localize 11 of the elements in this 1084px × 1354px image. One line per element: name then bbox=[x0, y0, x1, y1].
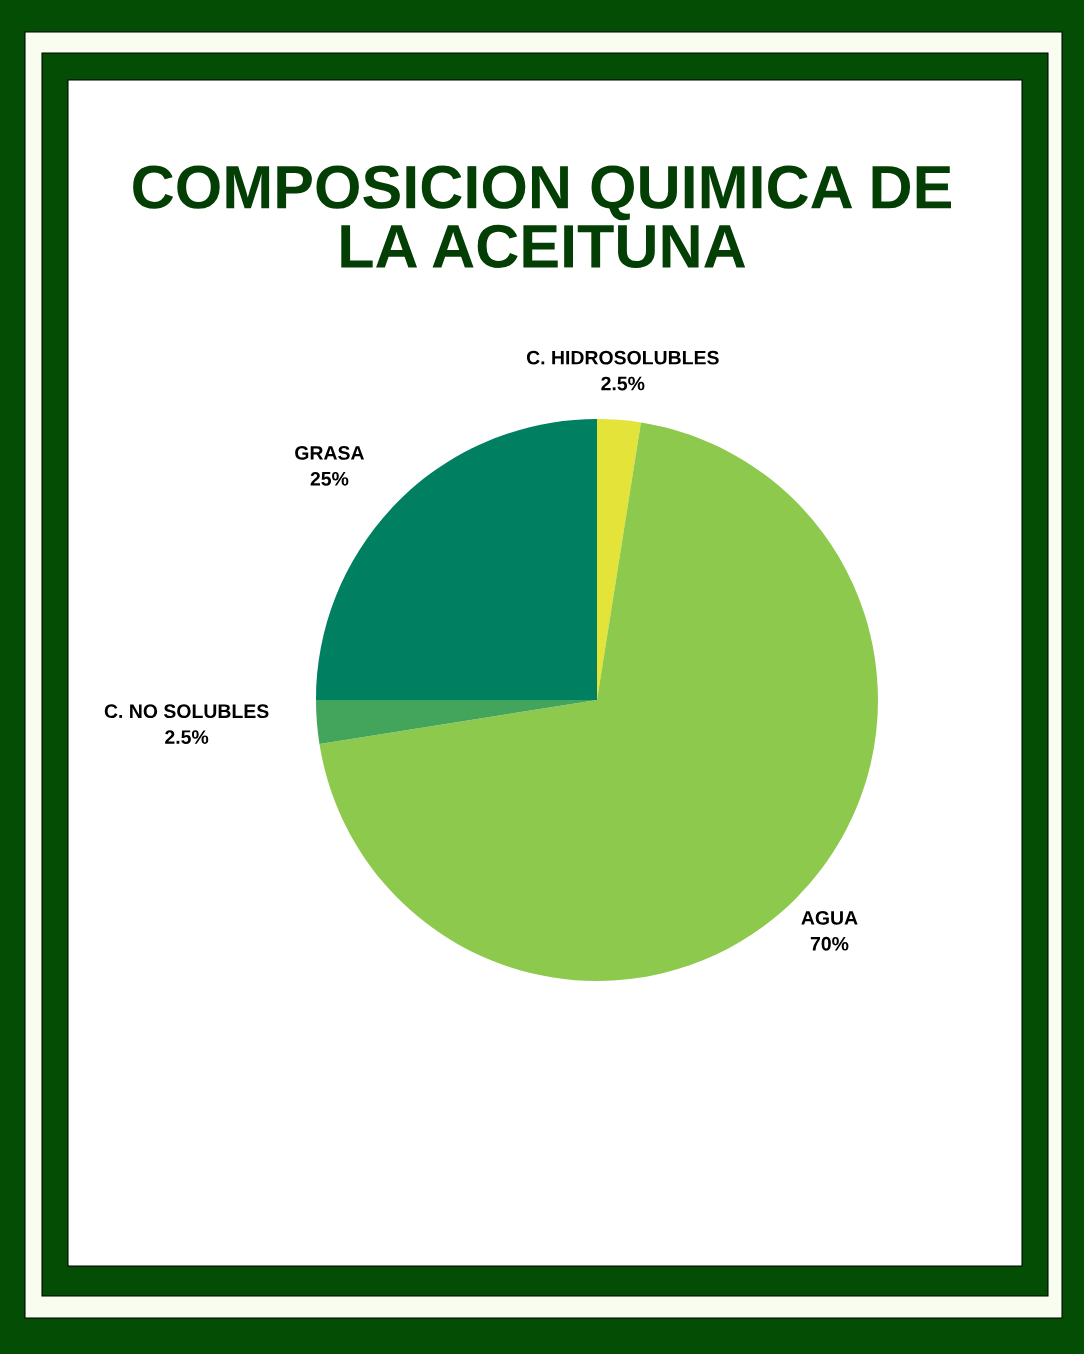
pie-slice bbox=[316, 700, 597, 744]
slice-label: GRASA bbox=[295, 446, 365, 460]
pie-slice bbox=[597, 419, 641, 700]
slice-label: C. NO SOLUBLES bbox=[104, 704, 269, 719]
data-label: 25% bbox=[310, 471, 349, 486]
slice-label: AGUA bbox=[801, 910, 858, 925]
chart-title: COMPOSICION QUIMICA DE LA ACEITUNA bbox=[133, 165, 951, 268]
data-label: 70% bbox=[810, 936, 849, 951]
slice-label: C. HIDROSOLUBLES bbox=[526, 350, 719, 365]
data-label: 2.5% bbox=[601, 376, 645, 391]
data-label: 2.5% bbox=[165, 730, 209, 744]
